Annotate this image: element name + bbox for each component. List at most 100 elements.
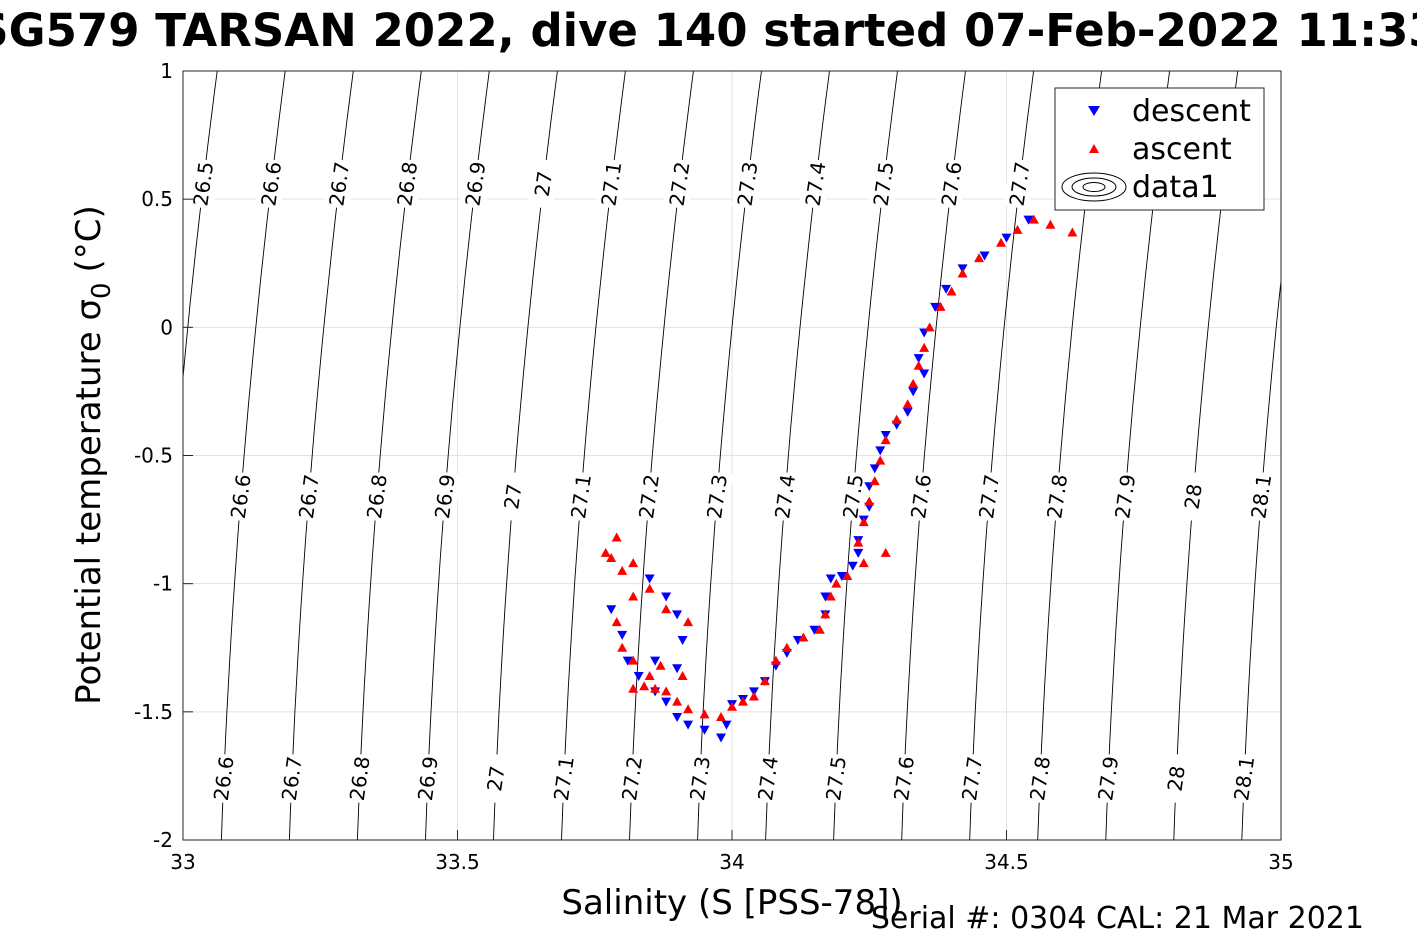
y-axis-label-main: Potential temperature σ <box>69 299 109 705</box>
ascent-point <box>611 532 622 542</box>
descent-point <box>913 354 924 364</box>
isopycnal-label: 26.9 <box>428 470 462 523</box>
descent-point <box>617 630 628 640</box>
ascent-point <box>617 642 628 652</box>
svg-text:28: 28 <box>1180 482 1207 511</box>
isopycnal-line <box>1241 276 1281 840</box>
y-tick-label: 1 <box>160 59 173 83</box>
descent-point <box>820 592 831 602</box>
legend-ascent-label: ascent <box>1132 132 1232 167</box>
isopycnal-label: 27.1 <box>595 158 628 210</box>
ascent-point <box>831 578 842 588</box>
x-tick-label: 34 <box>719 850 744 874</box>
ascent-point <box>974 253 985 263</box>
descent-point <box>721 720 732 730</box>
descent-point <box>650 656 661 666</box>
descent-point <box>661 592 672 602</box>
descent-point <box>699 725 710 735</box>
x-tick-label: 33.5 <box>435 850 480 874</box>
isopycnal-label: 27 <box>527 158 560 210</box>
descent-point <box>716 733 727 743</box>
ascent-point <box>759 676 770 686</box>
descent-point <box>644 574 655 584</box>
ascent-point <box>655 660 666 670</box>
y-tick-label: 0.5 <box>141 187 173 211</box>
descent-point <box>919 369 930 379</box>
isopycnal-label: 27.4 <box>768 470 802 523</box>
ascent-point <box>908 378 919 388</box>
isopycnal-label: 26.7 <box>292 470 326 523</box>
ascent-point <box>1012 224 1023 234</box>
isopycnal-label: 26.6 <box>207 752 241 805</box>
x-axis-label: Salinity (S [PSS-78]) <box>561 883 902 923</box>
ascent-point <box>869 476 880 486</box>
descent-point <box>825 574 836 584</box>
ascent-point <box>864 496 875 506</box>
isopycnal-label: 27.1 <box>564 470 598 523</box>
isopycnal-label: 28 <box>1176 470 1210 523</box>
descent-point <box>875 446 886 456</box>
ascent-point <box>858 517 869 527</box>
ascent-point <box>683 704 694 714</box>
y-tick-label: -0.5 <box>134 444 173 468</box>
y-tick-label: 0 <box>160 315 173 339</box>
x-axis-ticks: 33 33.5 34 34.5 35 <box>170 830 1294 874</box>
descent-point <box>633 671 644 681</box>
descent-point <box>672 664 683 674</box>
descent-point <box>661 697 672 707</box>
isopycnal-label: 27.5 <box>836 470 870 523</box>
ascent-point <box>628 683 639 693</box>
legend-descent-marker <box>1088 106 1100 116</box>
isopycnal-label: 28 <box>1159 752 1193 805</box>
isopycnal-label: 26.8 <box>343 752 377 805</box>
y-tick-label: -1 <box>153 572 173 596</box>
isopycnal-label: 26.8 <box>360 470 394 523</box>
descent-point <box>672 712 683 722</box>
isopycnal-label: 27.3 <box>731 158 764 210</box>
legend-contour-marker <box>1061 172 1127 202</box>
ascent-point <box>683 617 694 627</box>
ascent-point <box>825 591 836 601</box>
isopycnal-label: 27.8 <box>1040 470 1074 523</box>
descent-point <box>941 284 952 294</box>
ascent-point <box>858 558 869 568</box>
ascent-point <box>913 360 924 370</box>
isopycnal-label: 26.9 <box>459 158 492 210</box>
ascent-point <box>891 414 902 424</box>
descent-point <box>979 251 990 261</box>
y-axis-label: Potential temperature σ0 (°C) <box>69 205 117 705</box>
isopycnal-label: 27.2 <box>663 158 696 210</box>
ascent-point <box>644 670 655 680</box>
descent-point <box>677 636 688 646</box>
ascent-point <box>699 709 710 719</box>
y-axis-ticks: -2 -1.5 -1 -0.5 0 0.5 1 <box>134 59 193 852</box>
isopycnal-label: 28.1 <box>1245 470 1278 523</box>
svg-text:Potential temperature σ0(°C): Potential temperature σ0 (°C) <box>69 205 117 705</box>
x-tick-label: 33 <box>170 850 195 874</box>
ascent-point <box>650 683 661 693</box>
y-tick-label: -1.5 <box>134 700 173 724</box>
ascent-point <box>1028 214 1039 224</box>
descent-point <box>853 548 864 558</box>
isopycnal-labels: 26.5 26.6 26.7 26.8 26.9 27 27.1 27.2 27.3 27.4 27… <box>187 158 1278 805</box>
isopycnal-label: 27.8 <box>1023 752 1057 805</box>
x-tick-label: 35 <box>1268 850 1293 874</box>
ascent-point <box>672 696 683 706</box>
ascent-point <box>716 711 727 721</box>
isopycnal-label: 26.5 <box>187 158 220 210</box>
descent-point <box>836 571 847 581</box>
chart-title: SG579 TARSAN 2022, dive 140 started 07-F… <box>0 4 1417 57</box>
ascent-point <box>600 547 611 557</box>
isopycnal-label: 27.5 <box>867 158 900 210</box>
descent-point <box>908 387 919 397</box>
ascent-point <box>1067 227 1078 237</box>
isopycnal-label: 27 <box>496 470 530 523</box>
isopycnal-label: 27.4 <box>751 752 785 805</box>
svg-text:27: 27 <box>482 764 509 793</box>
descent-point <box>869 464 880 474</box>
isopycnal-label: 27.7 <box>955 752 989 805</box>
svg-text:27: 27 <box>530 170 557 199</box>
y-axis-label-sub: 0 <box>87 282 117 299</box>
isopycnal-label: 27.7 <box>1003 158 1036 210</box>
